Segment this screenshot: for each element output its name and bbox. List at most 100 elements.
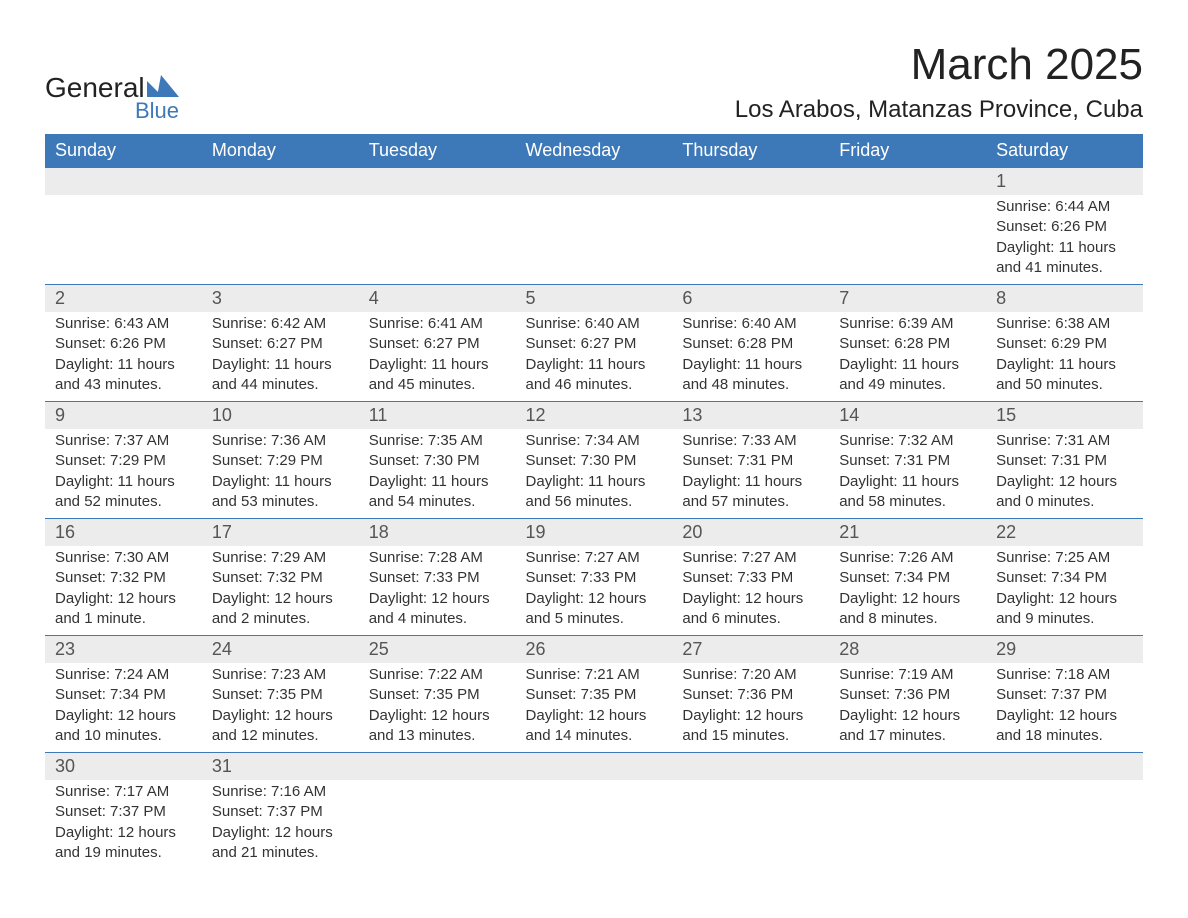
daynum-cell: 14 bbox=[829, 402, 986, 430]
daynum-cell: 10 bbox=[202, 402, 359, 430]
day-details: Sunrise: 6:39 AMSunset: 6:28 PMDaylight:… bbox=[829, 312, 986, 401]
daynum-cell bbox=[359, 753, 516, 781]
day-details: Sunrise: 6:40 AMSunset: 6:27 PMDaylight:… bbox=[516, 312, 673, 401]
day-content-cell: Sunrise: 7:27 AMSunset: 7:33 PMDaylight:… bbox=[672, 546, 829, 636]
day-details: Sunrise: 7:31 AMSunset: 7:31 PMDaylight:… bbox=[986, 429, 1143, 518]
day-number: 22 bbox=[986, 519, 1143, 546]
day-details: Sunrise: 6:40 AMSunset: 6:28 PMDaylight:… bbox=[672, 312, 829, 401]
daynum-cell: 8 bbox=[986, 285, 1143, 313]
day-number: 9 bbox=[45, 402, 202, 429]
week-0-content-row: Sunrise: 6:44 AMSunset: 6:26 PMDaylight:… bbox=[45, 195, 1143, 285]
day-number: 5 bbox=[516, 285, 673, 312]
daynum-cell: 18 bbox=[359, 519, 516, 547]
day-content-cell: Sunrise: 7:34 AMSunset: 7:30 PMDaylight:… bbox=[516, 429, 673, 519]
day-details: Sunrise: 7:16 AMSunset: 7:37 PMDaylight:… bbox=[202, 780, 359, 869]
day-header-friday: Friday bbox=[829, 134, 986, 168]
day-details: Sunrise: 7:34 AMSunset: 7:30 PMDaylight:… bbox=[516, 429, 673, 518]
daynum-cell: 7 bbox=[829, 285, 986, 313]
day-number: 12 bbox=[516, 402, 673, 429]
daynum-cell: 2 bbox=[45, 285, 202, 313]
daynum-cell: 13 bbox=[672, 402, 829, 430]
daynum-cell bbox=[829, 168, 986, 196]
daynum-cell: 24 bbox=[202, 636, 359, 664]
daynum-cell bbox=[359, 168, 516, 196]
day-number: 29 bbox=[986, 636, 1143, 663]
location-title: Los Arabos, Matanzas Province, Cuba bbox=[735, 96, 1143, 124]
day-content-cell: Sunrise: 7:24 AMSunset: 7:34 PMDaylight:… bbox=[45, 663, 202, 753]
daynum-cell: 15 bbox=[986, 402, 1143, 430]
day-content-cell: Sunrise: 7:17 AMSunset: 7:37 PMDaylight:… bbox=[45, 780, 202, 869]
daynum-cell: 11 bbox=[359, 402, 516, 430]
day-number: 2 bbox=[45, 285, 202, 312]
daynum-cell: 28 bbox=[829, 636, 986, 664]
daynum-cell: 5 bbox=[516, 285, 673, 313]
day-header-thursday: Thursday bbox=[672, 134, 829, 168]
day-header-wednesday: Wednesday bbox=[516, 134, 673, 168]
daynum-cell: 17 bbox=[202, 519, 359, 547]
day-number: 3 bbox=[202, 285, 359, 312]
day-details: Sunrise: 7:37 AMSunset: 7:29 PMDaylight:… bbox=[45, 429, 202, 518]
day-content-cell: Sunrise: 6:44 AMSunset: 6:26 PMDaylight:… bbox=[986, 195, 1143, 285]
day-content-cell: Sunrise: 7:29 AMSunset: 7:32 PMDaylight:… bbox=[202, 546, 359, 636]
day-number: 10 bbox=[202, 402, 359, 429]
day-content-cell: Sunrise: 7:21 AMSunset: 7:35 PMDaylight:… bbox=[516, 663, 673, 753]
day-details: Sunrise: 7:17 AMSunset: 7:37 PMDaylight:… bbox=[45, 780, 202, 869]
week-5-daynum-row: 3031 bbox=[45, 753, 1143, 781]
logo-text-general: General bbox=[45, 72, 145, 104]
daynum-cell: 3 bbox=[202, 285, 359, 313]
day-number: 24 bbox=[202, 636, 359, 663]
day-content-cell: Sunrise: 7:19 AMSunset: 7:36 PMDaylight:… bbox=[829, 663, 986, 753]
daynum-cell: 26 bbox=[516, 636, 673, 664]
daynum-cell: 9 bbox=[45, 402, 202, 430]
week-2-content-row: Sunrise: 7:37 AMSunset: 7:29 PMDaylight:… bbox=[45, 429, 1143, 519]
day-content-cell: Sunrise: 6:42 AMSunset: 6:27 PMDaylight:… bbox=[202, 312, 359, 402]
day-number: 28 bbox=[829, 636, 986, 663]
day-number: 27 bbox=[672, 636, 829, 663]
month-title: March 2025 bbox=[735, 40, 1143, 90]
day-details: Sunrise: 6:41 AMSunset: 6:27 PMDaylight:… bbox=[359, 312, 516, 401]
day-number: 8 bbox=[986, 285, 1143, 312]
day-details: Sunrise: 7:28 AMSunset: 7:33 PMDaylight:… bbox=[359, 546, 516, 635]
day-content-cell: Sunrise: 6:41 AMSunset: 6:27 PMDaylight:… bbox=[359, 312, 516, 402]
day-content-cell bbox=[516, 195, 673, 285]
day-number: 30 bbox=[45, 753, 202, 780]
day-details: Sunrise: 7:36 AMSunset: 7:29 PMDaylight:… bbox=[202, 429, 359, 518]
day-content-cell: Sunrise: 7:28 AMSunset: 7:33 PMDaylight:… bbox=[359, 546, 516, 636]
day-number: 1 bbox=[986, 168, 1143, 195]
daynum-cell: 23 bbox=[45, 636, 202, 664]
day-details: Sunrise: 7:27 AMSunset: 7:33 PMDaylight:… bbox=[516, 546, 673, 635]
day-details: Sunrise: 7:20 AMSunset: 7:36 PMDaylight:… bbox=[672, 663, 829, 752]
day-details: Sunrise: 7:19 AMSunset: 7:36 PMDaylight:… bbox=[829, 663, 986, 752]
day-details: Sunrise: 6:43 AMSunset: 6:26 PMDaylight:… bbox=[45, 312, 202, 401]
daynum-cell: 30 bbox=[45, 753, 202, 781]
day-number: 14 bbox=[829, 402, 986, 429]
day-content-cell: Sunrise: 6:39 AMSunset: 6:28 PMDaylight:… bbox=[829, 312, 986, 402]
day-details: Sunrise: 7:24 AMSunset: 7:34 PMDaylight:… bbox=[45, 663, 202, 752]
day-content-cell bbox=[829, 195, 986, 285]
day-details: Sunrise: 7:23 AMSunset: 7:35 PMDaylight:… bbox=[202, 663, 359, 752]
day-content-cell: Sunrise: 7:22 AMSunset: 7:35 PMDaylight:… bbox=[359, 663, 516, 753]
daynum-cell: 16 bbox=[45, 519, 202, 547]
day-content-cell: Sunrise: 7:25 AMSunset: 7:34 PMDaylight:… bbox=[986, 546, 1143, 636]
day-content-cell: Sunrise: 7:31 AMSunset: 7:31 PMDaylight:… bbox=[986, 429, 1143, 519]
day-content-cell: Sunrise: 7:35 AMSunset: 7:30 PMDaylight:… bbox=[359, 429, 516, 519]
week-0-daynum-row: 1 bbox=[45, 168, 1143, 196]
day-content-cell: Sunrise: 7:18 AMSunset: 7:37 PMDaylight:… bbox=[986, 663, 1143, 753]
daynum-cell bbox=[45, 168, 202, 196]
daynum-cell: 25 bbox=[359, 636, 516, 664]
day-details: Sunrise: 7:26 AMSunset: 7:34 PMDaylight:… bbox=[829, 546, 986, 635]
week-4-daynum-row: 23242526272829 bbox=[45, 636, 1143, 664]
day-number: 17 bbox=[202, 519, 359, 546]
day-number: 13 bbox=[672, 402, 829, 429]
day-content-cell: Sunrise: 6:38 AMSunset: 6:29 PMDaylight:… bbox=[986, 312, 1143, 402]
day-number: 4 bbox=[359, 285, 516, 312]
day-details: Sunrise: 7:22 AMSunset: 7:35 PMDaylight:… bbox=[359, 663, 516, 752]
day-number: 23 bbox=[45, 636, 202, 663]
daynum-cell bbox=[672, 168, 829, 196]
week-1-content-row: Sunrise: 6:43 AMSunset: 6:26 PMDaylight:… bbox=[45, 312, 1143, 402]
day-content-cell: Sunrise: 7:23 AMSunset: 7:35 PMDaylight:… bbox=[202, 663, 359, 753]
daynum-cell: 20 bbox=[672, 519, 829, 547]
daynum-cell: 4 bbox=[359, 285, 516, 313]
day-details: Sunrise: 7:29 AMSunset: 7:32 PMDaylight:… bbox=[202, 546, 359, 635]
week-3-content-row: Sunrise: 7:30 AMSunset: 7:32 PMDaylight:… bbox=[45, 546, 1143, 636]
